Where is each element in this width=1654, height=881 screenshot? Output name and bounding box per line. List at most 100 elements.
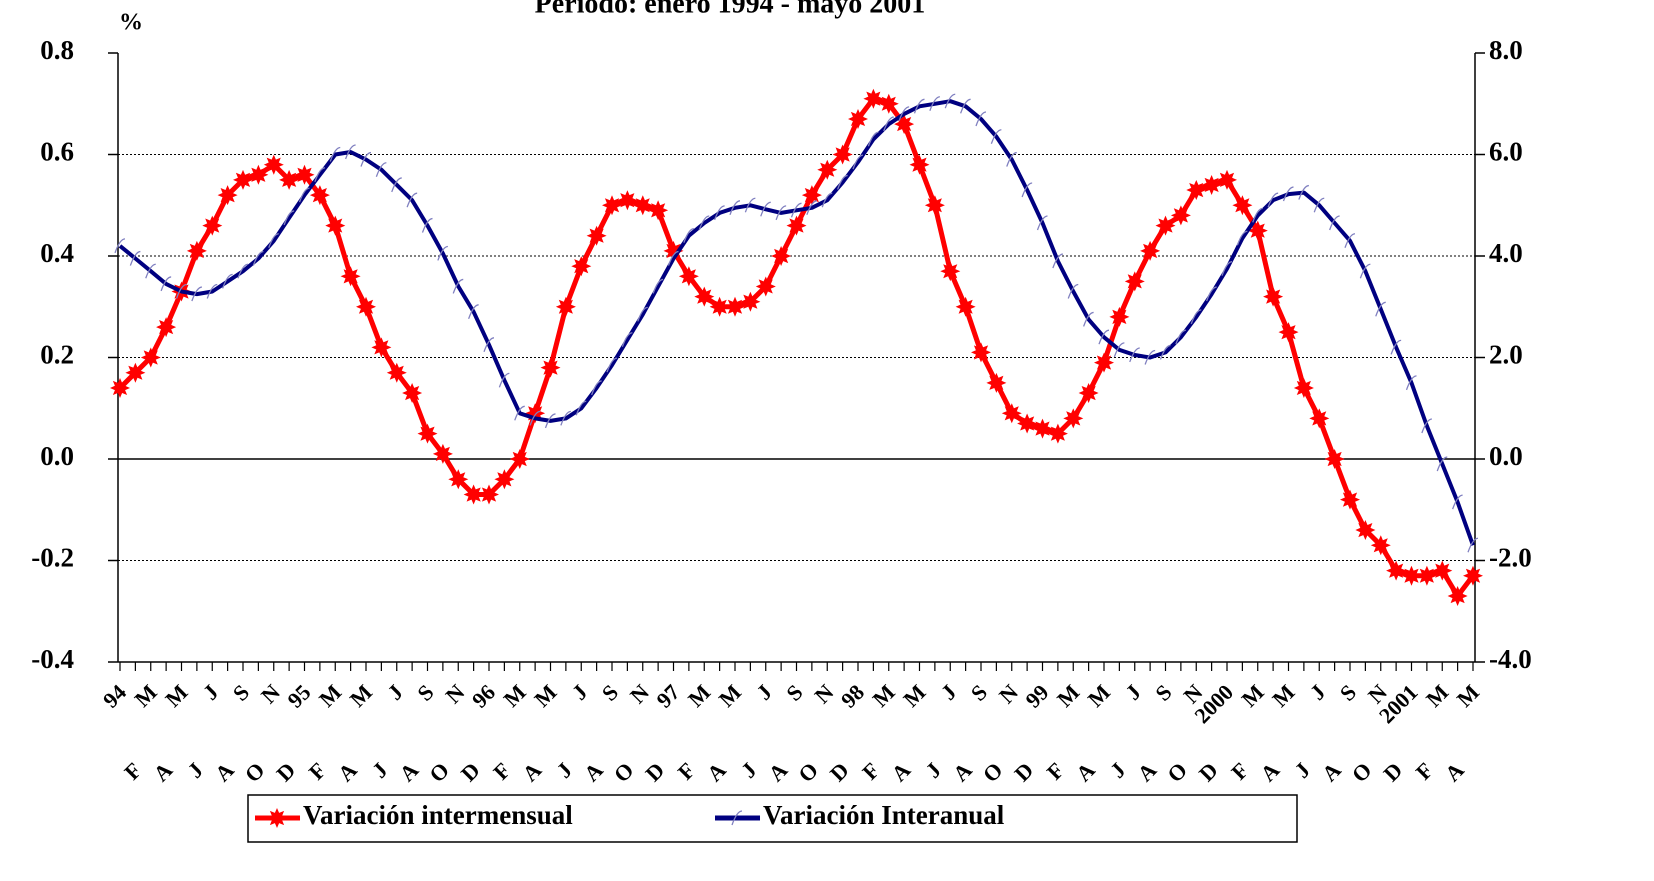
y-tick-label: 0.6 [40,137,74,167]
point-marker [740,291,761,312]
x-tick-label: M [1083,679,1116,712]
point-marker [1386,560,1407,581]
point-marker [960,98,971,114]
point-marker [202,215,223,236]
x-tick-label: D [1009,757,1038,786]
x-tick-label: F [1042,757,1069,784]
point-marker [217,185,238,206]
point-marker [848,109,868,129]
point-marker [544,413,556,429]
x-tick-label: O [609,757,639,787]
point-marker [145,263,156,279]
point-marker [140,347,161,368]
y2-tick-label: 4.0 [1489,238,1523,268]
point-marker [279,169,300,190]
point-marker [909,154,930,175]
point-marker [1001,403,1022,424]
point-marker [463,484,484,505]
point-marker [1313,197,1325,213]
x-tick-label: O [424,757,454,787]
x-tick-label: J [1120,679,1145,704]
point-marker [924,195,945,216]
x-tick-label: M [129,679,162,712]
x-tick-label: S [781,679,807,705]
point-marker [929,96,940,111]
point-marker [1078,383,1099,403]
point-marker [1036,215,1048,231]
x-tick-label: A [333,757,362,786]
x-tick-label: J [1105,757,1130,782]
x-tick-label: M [1236,679,1269,712]
point-marker [298,187,310,203]
point-marker [714,205,725,221]
point-marker [345,144,356,160]
point-marker [806,200,817,216]
point-marker [432,443,453,464]
x-tick-label: 98 [836,679,869,712]
point-marker [1140,240,1161,261]
point-marker [1416,565,1437,586]
y2-tick-label: -2.0 [1489,543,1532,573]
x-tick-label: M [498,679,531,712]
x-tick-label: D [271,757,300,786]
point-marker [1144,349,1156,365]
point-marker [606,357,618,373]
point-marker [637,306,648,322]
point-marker [1021,182,1033,198]
point-marker [421,217,433,233]
x-tick-label: J [183,757,208,782]
x-tick-label: D [640,757,669,786]
point-marker [602,195,622,216]
point-marker [375,162,387,177]
point-marker [360,151,372,167]
x-tick-label: F [1411,757,1438,784]
x-tick-label: J [552,757,577,782]
point-marker [955,296,976,317]
x-tick-label: A [1132,757,1161,786]
point-marker [632,195,653,216]
point-marker [1159,344,1171,360]
point-marker [878,93,899,114]
x-tick-label: J [751,679,776,704]
y-tick-label: 0.8 [40,35,74,65]
point-marker [801,185,822,206]
point-marker [1067,283,1079,299]
x-tick-label: S [966,679,992,705]
x-tick-label: A [394,757,423,786]
legend-box [247,794,1298,843]
point-marker [621,332,633,347]
point-marker [191,286,202,302]
x-tick-label: S [1150,679,1176,705]
point-marker [509,449,530,469]
legend-marker [267,808,287,828]
x-tick-label: J [1290,757,1315,782]
point-marker [1263,286,1284,307]
point-marker [863,88,884,109]
point-marker [725,296,745,317]
point-marker [944,93,956,109]
point-marker [329,146,341,162]
point-marker [452,278,464,294]
x-tick-label: N [625,679,654,708]
point-marker [1129,347,1140,363]
point-marker [1452,494,1463,510]
x-tick-label: M [683,679,716,712]
x-tick-label: N [256,679,285,708]
x-tick-label: A [1440,757,1469,786]
point-marker [248,164,269,185]
point-marker [986,372,1007,393]
point-marker [1324,449,1345,469]
series-line [118,99,1475,546]
point-marker [1282,186,1294,202]
x-tick-label: M [1052,679,1085,712]
point-marker [233,169,253,190]
x-tick-label: S [1335,679,1361,705]
x-tick-label: M [345,679,378,712]
point-marker [586,225,607,246]
point-marker [468,304,479,320]
point-marker [160,276,172,292]
x-tick-label: A [1071,757,1100,786]
point-marker [1436,456,1448,472]
y-tick-label: -0.4 [31,644,74,674]
